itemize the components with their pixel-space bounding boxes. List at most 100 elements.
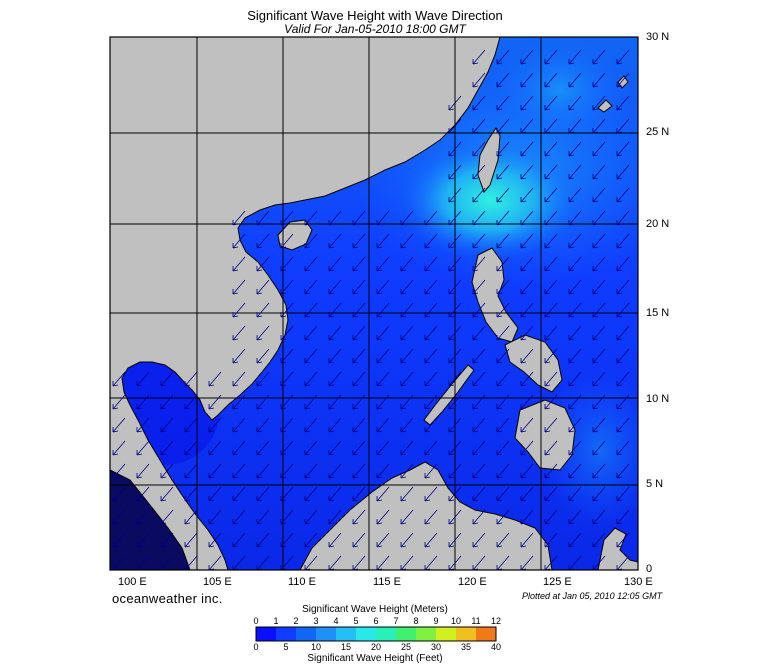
colorbar-meter-tick: 0 (253, 616, 259, 626)
wave-arrow (472, 440, 486, 456)
wave-arrow (352, 486, 366, 502)
wave-arrow (352, 256, 366, 272)
wave-arrow (544, 164, 558, 180)
wave-arrow (496, 417, 510, 433)
lon-label-100e: 100 E (118, 576, 147, 588)
wave-arrow (568, 371, 582, 387)
wave-arrow (568, 256, 582, 272)
wave-arrow (256, 325, 270, 341)
wave-arrow (544, 532, 558, 548)
wave-arrow (280, 417, 294, 433)
colorbar-meter-tick: 10 (450, 616, 462, 626)
wave-arrow (376, 371, 390, 387)
wave-arrow (544, 233, 558, 249)
wave-arrow (328, 256, 342, 272)
wave-arrow (472, 371, 486, 387)
wave-arrow (568, 141, 582, 157)
wave-arrow (616, 164, 630, 180)
map-frame (109, 36, 639, 571)
colorbar-feet-tick: 15 (340, 642, 352, 652)
wave-arrow (256, 463, 270, 479)
high-wave-zone (400, 140, 580, 260)
wave-arrow (568, 302, 582, 318)
wave-arrow (496, 49, 510, 65)
colorbar-meter-tick: 6 (373, 616, 379, 626)
wave-arrow (328, 325, 342, 341)
colorbar-segment (336, 627, 357, 641)
wave-arrow (472, 164, 486, 180)
wave-arrow (520, 509, 534, 525)
wave-arrow (592, 164, 606, 180)
wave-arrow (280, 325, 294, 341)
wave-arrow (376, 256, 390, 272)
wave-arrow (352, 509, 366, 525)
wave-arrow (136, 532, 150, 548)
wave-arrow (352, 302, 366, 318)
wave-arrow (424, 348, 438, 364)
wave-arrow (520, 95, 534, 111)
wave-arrow (496, 164, 510, 180)
wave-arrow (592, 325, 606, 341)
wave-arrow (400, 371, 414, 387)
wave-arrow (616, 463, 630, 479)
wave-arrow (232, 371, 246, 387)
wave-arrow (616, 95, 630, 111)
wave-arrow (112, 509, 126, 525)
wave-arrow (568, 49, 582, 65)
wave-arrow (184, 509, 198, 525)
wave-arrow (304, 233, 318, 249)
wave-direction-arrows (112, 49, 630, 570)
wave-arrow (304, 348, 318, 364)
colorbar-segment (256, 627, 277, 641)
wave-arrow (544, 256, 558, 272)
wave-arrow (424, 532, 438, 548)
wave-arrow (256, 256, 270, 272)
colorbar-title-meters: Significant Wave Height (Meters) (302, 604, 448, 615)
colorbar-feet-tick: 10 (310, 642, 322, 652)
wave-arrow (592, 371, 606, 387)
wave-arrow (568, 417, 582, 433)
sumatra-land (110, 469, 191, 570)
lat-label-5n: 5 N (646, 478, 664, 490)
wave-arrow (568, 532, 582, 548)
wave-arrow (520, 164, 534, 180)
wave-arrow (568, 463, 582, 479)
wave-arrow (472, 302, 486, 318)
wave-arrow (304, 509, 318, 525)
colorbar-meter-tick: 2 (293, 616, 299, 626)
wave-arrow (616, 440, 630, 456)
wave-arrow (352, 210, 366, 226)
wave-arrow (376, 463, 390, 479)
wave-arrow (280, 348, 294, 364)
wave-arrow (400, 486, 414, 502)
wave-arrow (544, 394, 558, 410)
wave-arrow (448, 141, 462, 157)
wave-arrow (520, 463, 534, 479)
wave-arrow (232, 325, 246, 341)
wave-arrow (400, 256, 414, 272)
wave-arrow (208, 371, 222, 387)
wave-arrow (616, 394, 630, 410)
wave-arrow (592, 302, 606, 318)
wave-arrow (160, 417, 174, 433)
wave-arrow (256, 348, 270, 364)
wave-arrow (424, 440, 438, 456)
wave-arrow (472, 532, 486, 548)
wave-arrow (424, 394, 438, 410)
wave-arrow (448, 187, 462, 203)
wave-arrow (520, 532, 534, 548)
wave-arrow (616, 256, 630, 272)
colorbar-feet-tick: 40 (490, 642, 502, 652)
wave-arrow (568, 95, 582, 111)
wave-arrow (232, 509, 246, 525)
colorbar-feet-tick: 30 (430, 642, 442, 652)
wave-arrow (448, 463, 462, 479)
visayas-islands (504, 334, 563, 393)
wave-arrow (328, 509, 342, 525)
colorbar-segment (456, 627, 477, 641)
wave-arrow (616, 325, 630, 341)
wave-arrow (424, 302, 438, 318)
wave-arrow (448, 532, 462, 548)
wave-arrow (616, 210, 630, 226)
wave-arrow (256, 279, 270, 295)
